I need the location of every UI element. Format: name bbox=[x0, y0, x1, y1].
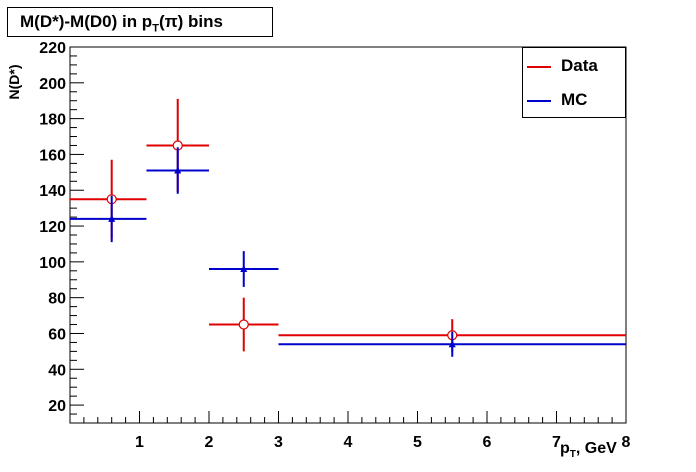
x-tick-label: 4 bbox=[344, 434, 353, 451]
data-point bbox=[238, 319, 249, 330]
x-axis-label: pT, GeV bbox=[560, 440, 617, 460]
legend-label-data: Data bbox=[561, 56, 598, 75]
x-tick-label: 7 bbox=[552, 434, 561, 451]
data-point bbox=[448, 340, 456, 348]
data-marks bbox=[70, 98, 626, 357]
series-data bbox=[70, 98, 626, 352]
legend-swatch-data bbox=[527, 66, 551, 68]
x-tick-label: 5 bbox=[413, 434, 422, 451]
chart-title: M(D*)-M(D0) in pT(π) bins bbox=[7, 7, 273, 37]
x-axis-label-main: p bbox=[560, 440, 570, 457]
y-tick-label: 60 bbox=[48, 326, 66, 343]
y-axis-label: N(D*) bbox=[2, 52, 26, 112]
legend-entry-mc: MC bbox=[523, 86, 625, 116]
data-point bbox=[174, 166, 182, 174]
x-tick-label: 8 bbox=[622, 434, 631, 451]
legend-label-mc: MC bbox=[561, 90, 588, 109]
x-tick-label: 2 bbox=[205, 434, 214, 451]
x-axis-label-rest: , GeV bbox=[575, 440, 617, 457]
legend: Data MC bbox=[522, 47, 626, 118]
x-tick-label: 6 bbox=[483, 434, 492, 451]
axes: 1 2 3 4 5 6 7 8 20 40 60 80 100 120 140 160 180 200 220 bbox=[39, 40, 630, 451]
y-tick-label: 40 bbox=[48, 362, 66, 379]
chart-title-main: M(D*)-M(D0) in p bbox=[20, 12, 153, 31]
y-tick-label: 160 bbox=[39, 147, 66, 164]
x-axis-label-sub: T bbox=[569, 449, 576, 461]
chart-title-sub: T bbox=[152, 22, 159, 35]
legend-swatch-mc bbox=[527, 100, 551, 102]
y-tick-label: 120 bbox=[39, 219, 66, 236]
x-tick-label: 3 bbox=[274, 434, 283, 451]
y-tick-label: 200 bbox=[39, 76, 66, 93]
legend-entry-data: Data bbox=[523, 52, 625, 82]
y-tick-label: 220 bbox=[39, 40, 66, 57]
y-tick-label: 180 bbox=[39, 112, 66, 129]
y-tick-label: 80 bbox=[48, 291, 66, 308]
series-mc bbox=[70, 147, 626, 357]
y-axis-label-text: N(D*) bbox=[6, 64, 22, 100]
x-tick-label: 1 bbox=[135, 434, 144, 451]
data-point bbox=[240, 265, 248, 273]
y-tick-label: 20 bbox=[48, 398, 66, 415]
y-tick-label: 100 bbox=[39, 255, 66, 272]
y-tick-label: 140 bbox=[39, 183, 66, 200]
data-point bbox=[108, 214, 116, 222]
chart-title-suffix: (π) bins bbox=[158, 12, 223, 31]
